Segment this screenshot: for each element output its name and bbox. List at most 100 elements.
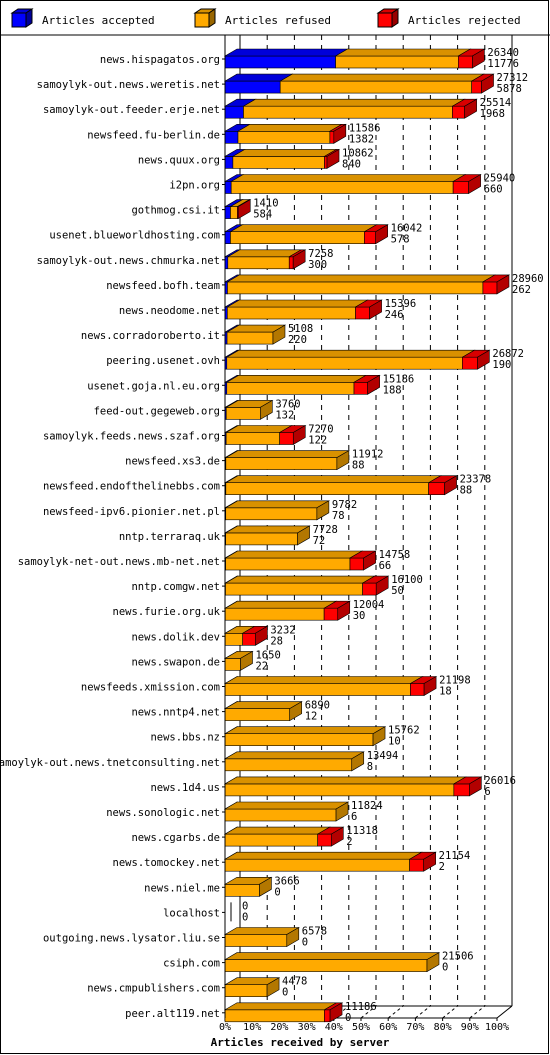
- bar-segment-articles-accepted: [224, 156, 234, 169]
- category-label: news.sonologic.net: [106, 807, 220, 819]
- bar-side-face: [469, 776, 482, 797]
- bar-segment-articles-refused: [224, 632, 243, 646]
- bar-top-face: [224, 450, 350, 458]
- bar-side-face: [297, 525, 310, 546]
- bar-side-face: [292, 249, 306, 270]
- bar-segment-articles-refused: [224, 733, 374, 747]
- accepted-value-label: 12: [305, 711, 318, 723]
- bar-top-face: [224, 475, 442, 484]
- bar-side-face: [255, 625, 268, 646]
- axis-depth-right: [496, 1005, 513, 1019]
- accepted-value-label: 11776: [487, 58, 519, 70]
- total-value-label: 26340: [487, 47, 519, 59]
- bar-top-face: [229, 224, 378, 232]
- bar-segment-articles-rejected: [329, 131, 335, 144]
- x-tick-label: 20%: [270, 1022, 288, 1033]
- x-tick-label: 70%: [406, 1022, 424, 1033]
- category-label: news.neodome.net: [119, 305, 220, 317]
- bar-top-face: [223, 751, 365, 760]
- x-tick-label: 80%: [434, 1022, 452, 1033]
- bar-side-face: [363, 550, 376, 571]
- bar-segment-articles-refused: [230, 206, 238, 219]
- bar-segment-articles-refused: [224, 607, 325, 621]
- bar-segment-articles-rejected: [324, 1009, 331, 1023]
- bar-segment-articles-refused: [224, 959, 428, 972]
- total-value-label: 12004: [353, 599, 385, 611]
- accepted-value-label: 22: [255, 660, 268, 672]
- bar-top-face: [224, 575, 376, 584]
- accepted-value-label: 132: [275, 409, 294, 421]
- total-value-label: 26872: [492, 348, 524, 360]
- bar-segment-articles-rejected: [317, 833, 332, 847]
- total-value-label: 26016: [484, 775, 516, 787]
- x-axis-title: Articles received by server: [211, 1036, 390, 1049]
- bar-segment-articles-refused: [335, 55, 459, 69]
- x-tick-label: 0%: [219, 1022, 231, 1033]
- accepted-value-label: 72: [313, 535, 326, 547]
- accepted-value-label: 2: [346, 836, 352, 848]
- legend-swatch-articles-refused: [194, 12, 210, 28]
- bar-segment-articles-refused: [224, 883, 260, 897]
- bar-segment-articles-refused: [225, 482, 429, 496]
- bar-segment-articles-rejected: [471, 80, 482, 94]
- bar-top-face: [224, 550, 364, 559]
- bar-segment-articles-refused: [226, 356, 463, 370]
- bar-side-face: [444, 475, 457, 496]
- category-label: newsfeed.bofh.team: [106, 280, 220, 292]
- accepted-value-label: 300: [308, 259, 327, 271]
- bar-top-face: [223, 952, 441, 960]
- bar-segment-articles-rejected: [355, 306, 370, 320]
- accepted-value-label: 0: [442, 962, 448, 974]
- gridline-depth: [415, 1005, 431, 1019]
- category-label: news.corradoroberto.it: [81, 330, 220, 342]
- bar-segment-articles-refused: [224, 683, 411, 696]
- total-value-label: 9782: [332, 499, 357, 511]
- total-value-label: 11186: [345, 1001, 377, 1013]
- bar-side-face: [292, 424, 306, 446]
- total-value-label: 11912: [352, 449, 384, 461]
- bar-segment-articles-rejected: [458, 55, 473, 69]
- accepted-value-label: 28: [270, 635, 283, 647]
- bar-segment-articles-refused: [224, 658, 241, 671]
- accepted-value-label: 0: [282, 987, 288, 999]
- x-tick-label: 60%: [379, 1022, 397, 1033]
- accepted-value-label: 0: [345, 1012, 351, 1024]
- category-label: samoylyk-out.news.tnetconsulting.net: [0, 757, 220, 769]
- accepted-value-label: 0: [302, 937, 308, 949]
- total-value-label: 11586: [349, 122, 381, 134]
- bar-segment-articles-accepted: [224, 181, 232, 194]
- gridline-depth: [387, 1005, 404, 1019]
- bar-segment-articles-rejected: [452, 181, 469, 194]
- bar-segment-articles-rejected: [428, 482, 445, 496]
- accepted-value-label: 188: [383, 384, 402, 396]
- bar-top-face: [226, 299, 369, 308]
- legend-swatch-side: [208, 8, 216, 28]
- total-value-label: 1650: [255, 649, 280, 661]
- accepted-value-label: 1382: [349, 133, 374, 145]
- bar-side-face: [496, 274, 510, 295]
- bar-segment-articles-refused: [230, 181, 454, 194]
- category-label: news.1d4.us: [150, 782, 220, 794]
- accepted-value-label: 88: [460, 485, 473, 497]
- category-label: newsfeed.xs3.de: [125, 456, 220, 468]
- total-value-label: 7728: [313, 524, 338, 536]
- total-value-label: 5108: [288, 323, 313, 335]
- bar-top-face: [223, 776, 467, 785]
- category-label: newsfeed-ipv6.pionier.net.pl: [43, 506, 220, 518]
- accepted-value-label: 578: [391, 234, 410, 246]
- accepted-value-label: 220: [288, 334, 307, 346]
- x-tick-label: 100%: [485, 1022, 509, 1033]
- bar-segment-articles-accepted: [224, 80, 281, 94]
- total-value-label: 28960: [512, 273, 544, 285]
- accepted-value-label: 660: [484, 184, 503, 196]
- total-value-label: 27312: [497, 72, 529, 84]
- category-label: samoylyk-out.feeder.erje.net: [43, 104, 220, 116]
- gridline-depth: [442, 1005, 458, 1019]
- bar-side-face: [336, 450, 350, 471]
- bar-top-face: [223, 726, 387, 735]
- bar-segment-articles-refused: [279, 80, 472, 94]
- bar-segment-articles-rejected: [242, 632, 256, 646]
- bar-top-face: [236, 124, 343, 132]
